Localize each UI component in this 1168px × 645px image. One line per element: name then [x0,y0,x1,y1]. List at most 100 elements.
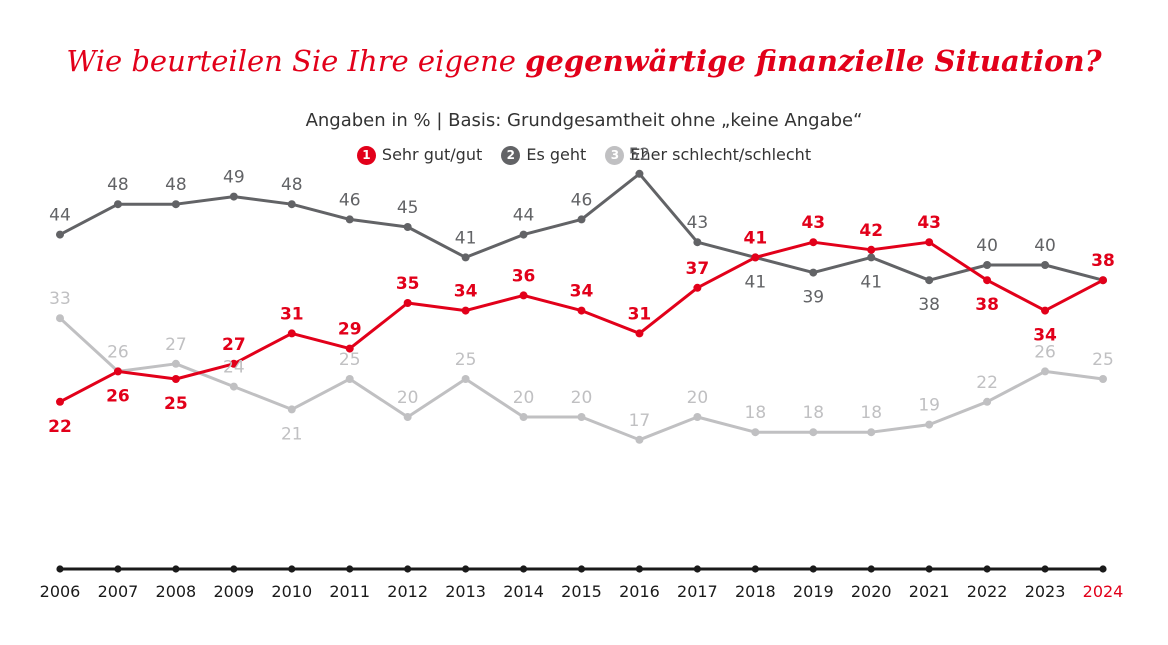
x-axis-tick [867,565,875,573]
data-point-s2 [693,238,702,247]
data-point-s1 [56,397,64,406]
data-label-s2: 48 [281,175,303,195]
data-label-s2: 44 [49,206,71,226]
data-label-s1: 36 [512,266,536,286]
data-label-s3: 20 [397,388,419,408]
x-axis-tick [925,565,933,573]
x-axis-tick [1099,565,1107,573]
x-axis-tick [693,565,701,573]
data-label-s1: 38 [975,295,999,315]
data-label-s3: 26 [107,342,129,362]
data-label-s3: 27 [165,335,187,355]
data-label-s1: 34 [570,282,594,302]
data-label-s1: 29 [338,320,362,340]
x-tick-label: 2022 [967,582,1008,601]
x-tick-label: 2010 [271,582,312,601]
data-label-s3: 25 [339,350,361,370]
data-label-s1: 38 [1091,251,1115,271]
data-point-s1 [113,367,122,376]
data-label-s1: 42 [859,221,883,241]
data-point-s3 [577,413,586,421]
legend-item-sehr-gut: 1 Sehr gut/gut [356,145,483,165]
data-label-s2: 40 [976,236,998,256]
data-label-s1: 37 [686,259,710,279]
x-tick-label: 2009 [213,582,254,601]
chart-title: Wie beurteilen Sie Ihre eigene gegenwärt… [0,44,1168,78]
x-tick-label: 2007 [98,582,139,601]
data-point-s3 [287,405,296,414]
data-label-s2: 41 [745,272,767,292]
x-tick-label: 2012 [387,582,428,601]
data-point-s3 [519,413,528,421]
data-point-s1 [171,375,180,383]
data-point-s2 [867,253,876,262]
data-point-s2 [171,200,180,209]
data-label-s2: 40 [1034,236,1056,256]
data-point-s1 [287,329,296,338]
data-label-s2: 43 [687,213,709,233]
x-axis-tick [346,565,354,573]
data-label-s1: 34 [454,282,478,302]
x-tick-label: 2006 [40,582,81,601]
data-label-s3: 25 [1092,350,1114,370]
data-point-s1 [345,344,354,353]
legend-item-es-geht: 2 Es geht [501,145,586,165]
data-point-s3 [983,397,992,406]
data-point-s3 [751,428,760,437]
data-point-s3 [635,435,644,444]
data-label-s1: 34 [1033,326,1057,346]
data-label-s2: 44 [513,206,535,226]
legend-badge-1: 1 [356,146,376,165]
data-label-s3: 17 [629,411,651,431]
x-tick-label: 2008 [156,582,197,601]
x-axis-tick [577,565,586,573]
legend-badge-3: 3 [605,146,625,165]
legend-badge-2: 2 [501,146,521,165]
data-point-s3 [809,428,818,437]
data-label-s3: 21 [281,424,303,444]
chart-legend: 1 Sehr gut/gut 2 Es geht 3 Eher schlecht/sc… [0,145,1168,165]
data-label-s3: 19 [918,396,940,416]
data-label-s1: 41 [743,228,767,248]
data-label-s3: 20 [687,388,709,408]
data-point-s1 [751,253,760,262]
data-point-s3 [403,413,412,421]
data-point-s2 [287,200,296,209]
data-point-s2 [1041,261,1050,269]
data-point-s2 [983,261,992,269]
data-label-s2: 41 [860,272,882,292]
legend-label-1: Sehr gut/gut [381,145,483,164]
x-tick-label: 2023 [1025,582,1066,601]
data-label-s2: 46 [339,190,361,210]
chart-subtitle: Angaben in % | Basis: Grundgesamtheit oh… [305,110,863,131]
data-point-s3 [345,375,354,383]
x-axis-tick [56,565,64,573]
data-label-s1: 31 [628,304,652,324]
data-point-s3 [171,359,180,368]
data-point-s1 [461,306,470,315]
x-axis-tick [114,565,122,573]
data-label-s3: 18 [860,403,882,423]
x-tick-label: 2015 [561,582,602,601]
data-label-s2: 48 [165,175,187,195]
data-point-s3 [1041,367,1050,376]
data-point-s3 [925,420,934,429]
data-label-s3: 20 [513,388,535,408]
x-axis-tick [751,565,759,573]
data-point-s2 [113,200,122,209]
data-point-s3 [56,314,64,323]
x-axis-tick [1041,565,1049,573]
data-point-s1 [925,238,934,247]
x-tick-label: 2017 [677,582,718,601]
legend-label-2: Es geht [526,145,587,164]
data-point-s1 [693,283,702,292]
data-point-s1 [577,306,586,315]
data-point-s2 [577,215,586,224]
x-tick-label: 2018 [735,582,776,601]
data-point-s2 [403,223,412,231]
x-axis-tick [172,565,180,573]
x-tick-label: 2013 [445,582,486,601]
data-point-s1 [983,276,992,285]
data-point-s1 [635,329,644,338]
